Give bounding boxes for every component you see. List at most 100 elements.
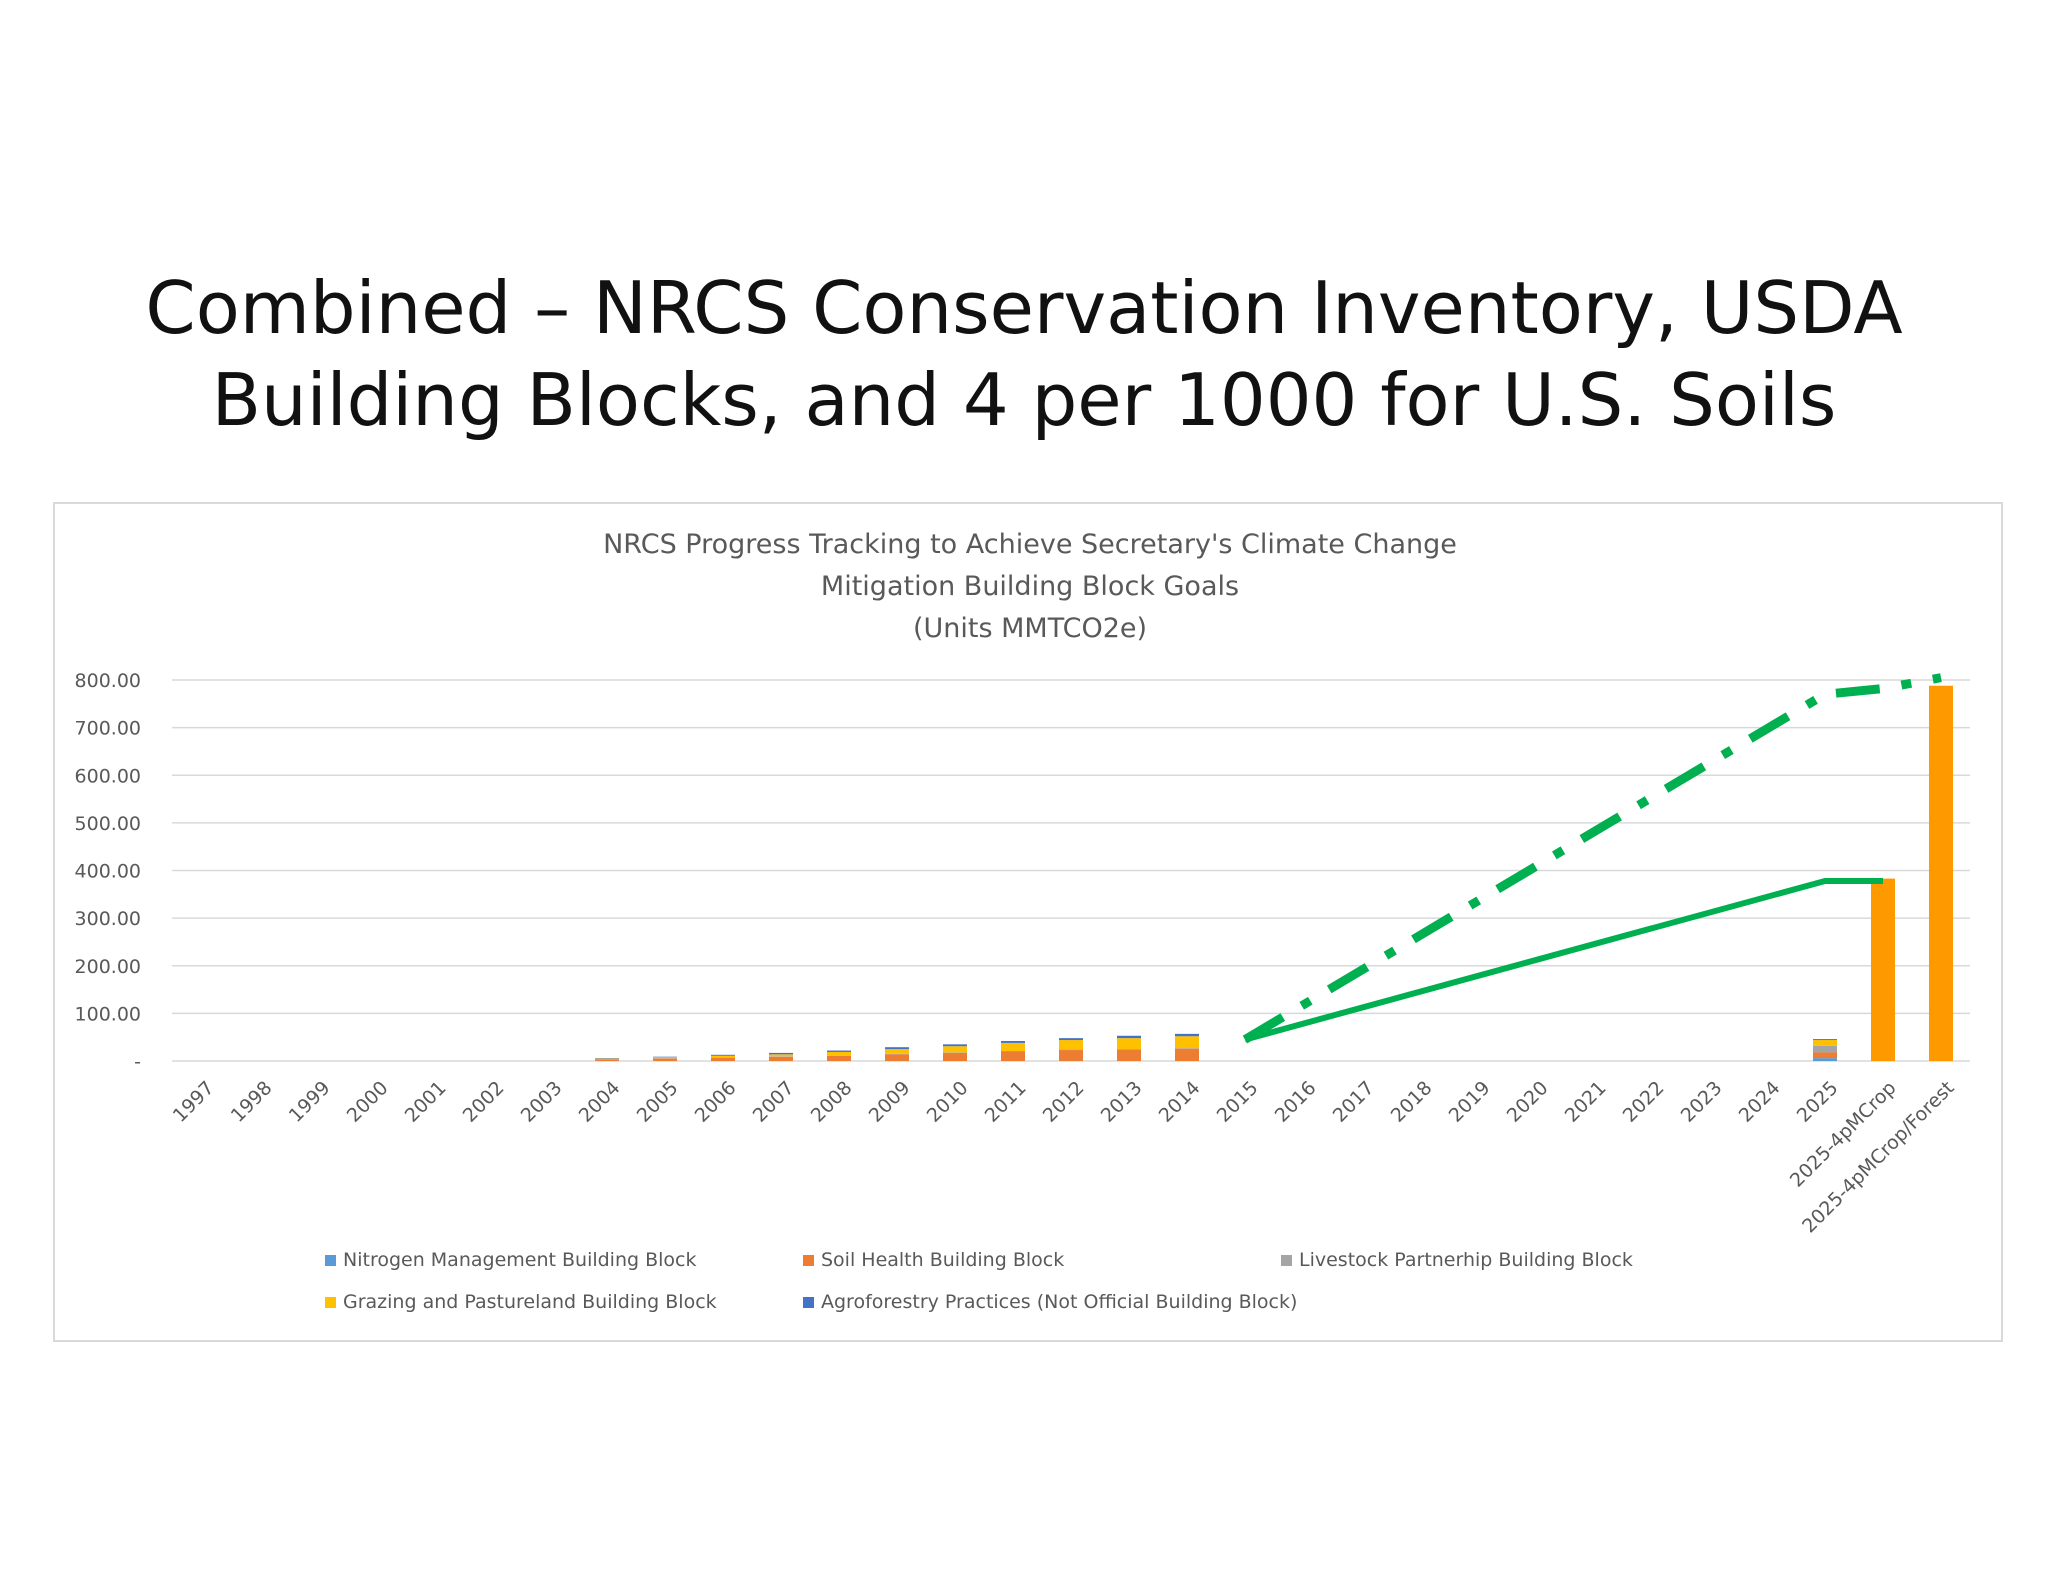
bar-segment <box>943 1046 967 1053</box>
legend-label: Livestock Partnerhip Building Block <box>1299 1249 1633 1271</box>
legend-swatch <box>803 1296 814 1308</box>
x-tick-label: 2011 <box>981 1077 1031 1127</box>
x-tick-label: 1999 <box>285 1077 335 1127</box>
y-tick-label: 100.00 <box>75 1003 141 1025</box>
x-tick-label: 1997 <box>169 1077 219 1127</box>
y-tick-label: 800.00 <box>75 670 141 692</box>
bar <box>1929 685 1953 1061</box>
bar-segment <box>1117 1038 1141 1050</box>
y-tick-label: 400.00 <box>75 861 141 883</box>
bar-segment <box>1175 1048 1199 1061</box>
projection-line-solid <box>1244 877 1883 1043</box>
bar-segment <box>885 1054 909 1061</box>
chart-legend: Nitrogen Management Building Block Soil H… <box>325 1249 1925 1339</box>
chart-panel: NRCS Progress Tracking to Achieve Secret… <box>53 502 2003 1342</box>
bar <box>1871 878 1895 1061</box>
chart-plot: - 100.00 200.00 300.00 400.00 500.00 600.00 700… <box>75 670 1970 1237</box>
bar-segment <box>1813 1052 1837 1059</box>
bar-segment <box>1001 1042 1025 1051</box>
bar-segment <box>1813 1039 1837 1041</box>
bar-segment <box>1001 1040 1025 1043</box>
bar-segment <box>1059 1038 1083 1041</box>
y-tick-label: - <box>134 1051 141 1073</box>
x-tick-label: 2021 <box>1561 1077 1611 1127</box>
bar-segment <box>943 1044 967 1047</box>
legend-label: Nitrogen Management Building Block <box>343 1249 697 1271</box>
legend-item: Soil Health Building Block <box>803 1249 1064 1271</box>
x-tick-label: 2016 <box>1271 1077 1321 1127</box>
projection-line-dashdot <box>1242 673 1942 1044</box>
y-tick-label: 600.00 <box>75 765 141 787</box>
x-tick-label: 2007 <box>749 1077 799 1127</box>
slide-title-line-1: Combined – NRCS Conservation Inventory, … <box>145 266 1903 350</box>
x-tick-label: 2012 <box>1039 1077 1089 1127</box>
x-tick-label: 2025-4pMCrop <box>1786 1077 1901 1192</box>
x-tick-label: 2019 <box>1445 1077 1495 1127</box>
bar-segment <box>595 1059 619 1061</box>
bar-segment <box>1001 1051 1025 1061</box>
chart-title-line-3: (Units MMTCO2e) <box>912 613 1148 644</box>
legend-swatch <box>803 1254 814 1266</box>
bar-segment <box>1059 1040 1083 1050</box>
x-tick-label: 2020 <box>1503 1077 1553 1127</box>
slide-title-line-2: Building Blocks, and 4 per 1000 for U.S.… <box>211 358 1837 442</box>
bar-segment <box>711 1055 735 1058</box>
x-tick-label: 2010 <box>923 1077 973 1127</box>
y-tick-label: 300.00 <box>75 908 141 930</box>
x-tick-label: 2006 <box>691 1077 741 1127</box>
legend-item: Nitrogen Management Building Block <box>325 1249 697 1271</box>
x-tick-label: 2022 <box>1619 1077 1669 1127</box>
legend-item: Agroforestry Practices (Not Official Bui… <box>803 1291 1297 1313</box>
x-tick-label: 2008 <box>807 1077 857 1127</box>
bar-segment <box>653 1058 677 1061</box>
bar-segment <box>769 1056 793 1061</box>
legend-item: Livestock Partnerhip Building Block <box>1281 1249 1633 1271</box>
x-tick-label: 2002 <box>459 1077 509 1127</box>
x-tick-label: 2005 <box>633 1077 683 1127</box>
y-tick-label: 500.00 <box>75 813 141 835</box>
bar-segment <box>827 1055 851 1061</box>
bar-segment <box>1117 1049 1141 1061</box>
bar-segment <box>885 1049 909 1054</box>
legend-label: Agroforestry Practices (Not Official Bui… <box>821 1291 1298 1313</box>
legend-label: Grazing and Pastureland Building Block <box>343 1291 717 1313</box>
x-tick-label: 2017 <box>1329 1077 1379 1127</box>
legend-swatch <box>1281 1254 1292 1266</box>
chart-title-line-1: NRCS Progress Tracking to Achieve Secret… <box>603 529 1457 560</box>
bar-segment <box>1059 1050 1083 1061</box>
x-tick-label: 2018 <box>1387 1077 1437 1127</box>
bar-segment <box>1175 1033 1199 1037</box>
bar-segment <box>885 1047 909 1050</box>
legend-label: Soil Health Building Block <box>821 1249 1065 1271</box>
bar-segment <box>653 1057 677 1059</box>
bar-segment <box>1175 1036 1199 1049</box>
bar-segment <box>711 1057 735 1061</box>
chart-title-line-2: Mitigation Building Block Goals <box>820 571 1240 602</box>
legend-swatch <box>325 1296 336 1308</box>
x-tick-label: 2000 <box>343 1077 393 1127</box>
x-tick-label: 2014 <box>1155 1077 1205 1127</box>
bar-segment <box>769 1052 793 1055</box>
bar-segment <box>769 1054 793 1057</box>
y-tick-label: 700.00 <box>75 718 141 740</box>
legend-item: Grazing and Pastureland Building Block <box>325 1291 717 1313</box>
bar-segment <box>1813 1058 1837 1061</box>
x-tick-label: 2025 <box>1793 1077 1843 1127</box>
x-tick-label: 2024 <box>1735 1077 1785 1127</box>
x-tick-label: 2001 <box>401 1077 451 1127</box>
bar-segment <box>827 1050 851 1052</box>
bar-segment <box>1813 1040 1837 1046</box>
bar-segment <box>943 1052 967 1061</box>
bar-segment <box>1813 1045 1837 1053</box>
slide-title: Combined – NRCS Conservation Inventory, … <box>0 262 2048 446</box>
x-tick-label: 1998 <box>227 1077 277 1127</box>
bar-segment <box>827 1051 851 1056</box>
x-tick-label: 2013 <box>1097 1077 1147 1127</box>
legend-swatch <box>325 1254 336 1266</box>
x-tick-label: 2009 <box>865 1077 915 1127</box>
chart-title: NRCS Progress Tracking to Achieve Secret… <box>55 524 2005 650</box>
bar-segment <box>711 1054 735 1056</box>
bar-segment <box>1117 1035 1141 1039</box>
x-tick-label: 2023 <box>1677 1077 1727 1127</box>
y-tick-label: 200.00 <box>75 956 141 978</box>
